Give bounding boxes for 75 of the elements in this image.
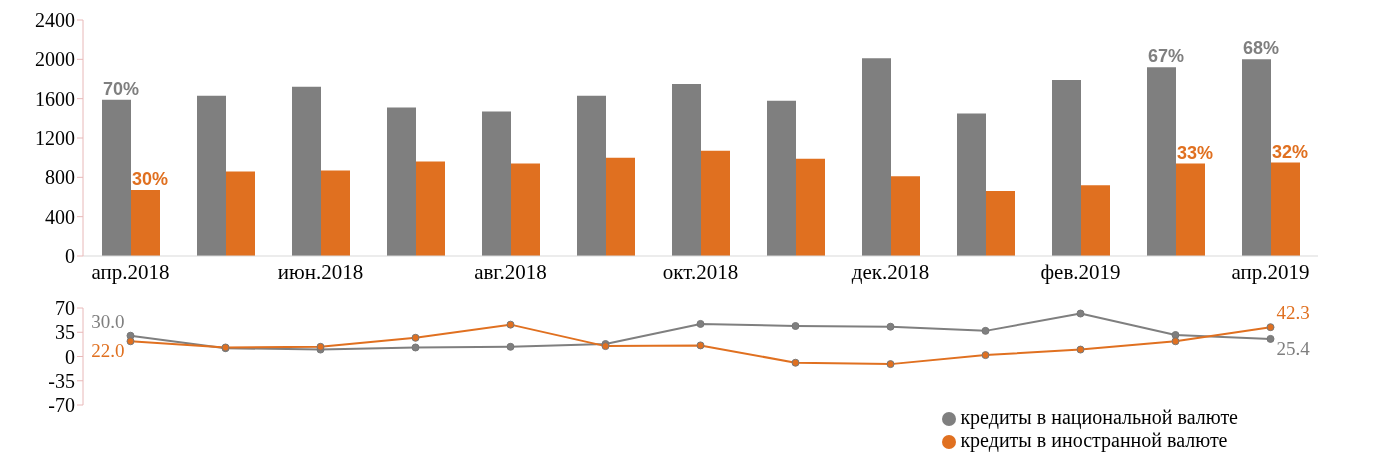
bar bbox=[957, 113, 986, 256]
point bbox=[696, 341, 705, 350]
point bbox=[411, 333, 420, 342]
data-label: 30.0 bbox=[91, 310, 125, 332]
bar bbox=[1052, 79, 1081, 256]
point bbox=[1076, 345, 1085, 354]
bar bbox=[672, 83, 701, 256]
point bbox=[886, 322, 895, 331]
x-tick-label: июн.2018 bbox=[277, 259, 364, 284]
annotation: 70% bbox=[103, 78, 140, 99]
bar bbox=[387, 107, 416, 256]
annotation: 33% bbox=[1177, 142, 1214, 163]
data-label: 42.3 bbox=[1276, 302, 1310, 324]
x-tick-label: апр.2018 bbox=[91, 259, 170, 284]
annotation: 32% bbox=[1272, 141, 1309, 162]
point bbox=[506, 342, 515, 351]
y-tick-label: 1600 bbox=[35, 87, 75, 110]
y-tick-label: 70 bbox=[55, 297, 75, 320]
bar bbox=[891, 176, 920, 256]
bar bbox=[1147, 67, 1176, 256]
bar bbox=[1081, 185, 1110, 256]
y-tick-label: 35 bbox=[55, 321, 75, 344]
legend-label: кредиты в национальной валюте bbox=[960, 406, 1238, 428]
bar bbox=[292, 86, 321, 256]
bar bbox=[1176, 163, 1205, 256]
x-tick-label: авг.2018 bbox=[474, 259, 547, 284]
bar bbox=[1271, 162, 1300, 256]
bar bbox=[511, 163, 540, 256]
bar bbox=[862, 58, 891, 256]
bar bbox=[102, 99, 131, 256]
bar bbox=[986, 191, 1015, 256]
bar bbox=[197, 95, 226, 256]
y-tick-label: 0 bbox=[65, 245, 75, 268]
point bbox=[411, 343, 420, 352]
bar bbox=[482, 111, 511, 256]
point bbox=[981, 326, 990, 335]
bar bbox=[416, 161, 445, 256]
point bbox=[791, 358, 800, 367]
x-tick-label: дек.2018 bbox=[851, 259, 930, 284]
data-label: 25.4 bbox=[1276, 337, 1311, 359]
y-tick-label: -70 bbox=[48, 394, 75, 417]
point bbox=[886, 360, 895, 369]
point bbox=[126, 337, 135, 346]
data-label: 22.0 bbox=[91, 340, 125, 362]
y-tick-label: 2400 bbox=[35, 9, 75, 32]
y-tick-label: 400 bbox=[45, 205, 75, 228]
point bbox=[696, 319, 705, 328]
bar bbox=[1242, 59, 1271, 256]
bar bbox=[606, 157, 635, 256]
point bbox=[1076, 309, 1085, 318]
y-tick-label: -35 bbox=[48, 369, 75, 392]
point bbox=[981, 351, 990, 360]
point bbox=[506, 320, 515, 329]
bar bbox=[577, 95, 606, 256]
bar bbox=[701, 150, 730, 256]
point bbox=[1171, 337, 1180, 346]
bar bbox=[796, 158, 825, 256]
bar bbox=[321, 170, 350, 256]
annotation: 30% bbox=[132, 169, 169, 190]
bar bbox=[131, 190, 160, 256]
x-tick-label: фев.2019 bbox=[1040, 259, 1121, 284]
x-tick-label: апр.2019 bbox=[1231, 259, 1310, 284]
y-tick-label: 2000 bbox=[35, 48, 75, 71]
point bbox=[791, 322, 800, 331]
bar bbox=[767, 100, 796, 256]
x-tick-label: окт.2018 bbox=[662, 259, 739, 284]
annotation: 67% bbox=[1148, 46, 1185, 67]
point bbox=[1266, 323, 1275, 332]
point bbox=[1266, 334, 1275, 343]
legend-label: кредиты в иностранной валюте bbox=[960, 429, 1228, 451]
y-tick-label: 1200 bbox=[35, 127, 75, 150]
bar bbox=[226, 171, 255, 256]
y-tick-label: 0 bbox=[65, 345, 75, 368]
annotation: 68% bbox=[1243, 38, 1280, 59]
y-tick-label: 800 bbox=[45, 166, 75, 189]
